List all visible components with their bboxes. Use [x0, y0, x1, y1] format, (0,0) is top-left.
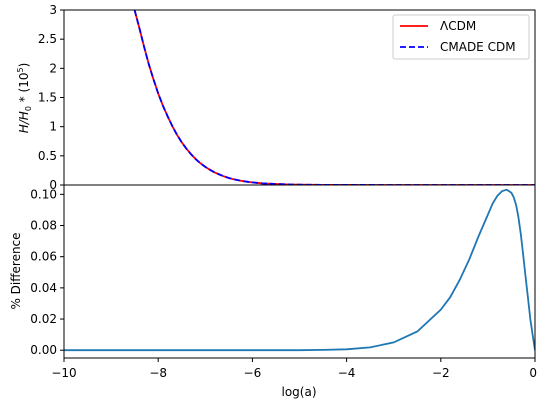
bottom-ytick-label: 0.08: [30, 219, 57, 233]
bottom-x-ticks: −10 −8 −6 −4 −2 0: [51, 358, 537, 380]
bottom-axes-frame: [63, 184, 536, 359]
top-y-axis-label: H/H0 * (105): [16, 63, 33, 134]
bottom-series-line-0: [64, 188, 535, 352]
xtick-label: −8: [149, 366, 167, 380]
ylabel-mult: * (10: [17, 72, 31, 106]
xtick-label: −10: [51, 366, 76, 380]
xtick-label: −6: [244, 366, 262, 380]
bottom-series-group: [64, 188, 535, 352]
bottom-ytick-label: 0.02: [30, 312, 57, 326]
ylabel-slash: /: [17, 118, 31, 125]
top-ytick-label: 0: [49, 178, 57, 192]
top-ytick-label: 0.5: [38, 149, 57, 163]
top-ytick-label: 1: [49, 120, 57, 134]
bottom-ytick-label: 0.00: [30, 343, 57, 357]
legend: ΛCDM CMADE CDM: [392, 14, 530, 60]
ylabel-h0: H: [17, 111, 31, 120]
bottom-ytick-label: 0.04: [30, 281, 57, 295]
top-ytick-label: 2: [49, 61, 57, 75]
ylabel-exponent: 5: [16, 67, 25, 72]
legend-label-lcdm: ΛCDM: [440, 19, 476, 33]
legend-label-cmade: CMADE CDM: [440, 40, 516, 54]
ylabel-h: H: [17, 124, 31, 133]
bottom-y-ticks: 0.00 0.02 0.04 0.06 0.08 0.10: [30, 187, 64, 357]
top-ytick-label: 2.5: [38, 32, 57, 46]
bottom-y-axis-label: % Difference: [9, 232, 23, 309]
xtick-label: −4: [338, 366, 356, 380]
ylabel-close: ): [17, 63, 31, 68]
bottom-ytick-label: 0.06: [30, 250, 57, 264]
xtick-label: 0: [529, 366, 537, 380]
top-panel: 00.511.522.53 H/H0 * (105) ΛCDM CMADE CD…: [16, 3, 536, 192]
top-y-ticks: 0 0.5 1 1.5 2 2.5 3: [38, 3, 64, 192]
x-axis-label: log(a): [281, 385, 316, 399]
ylabel-subscript: 0: [24, 106, 33, 111]
bottom-ytick-label: 0.10: [30, 187, 57, 201]
top-ytick-label: 1.5: [38, 91, 57, 105]
bottom-panel: 0.00 0.02 0.04 0.06 0.08 0.10 −10 −8 −6 −4 −2 0 % …: [9, 184, 537, 399]
top-ytick-label: 3: [49, 3, 57, 17]
xtick-label: −2: [432, 366, 450, 380]
